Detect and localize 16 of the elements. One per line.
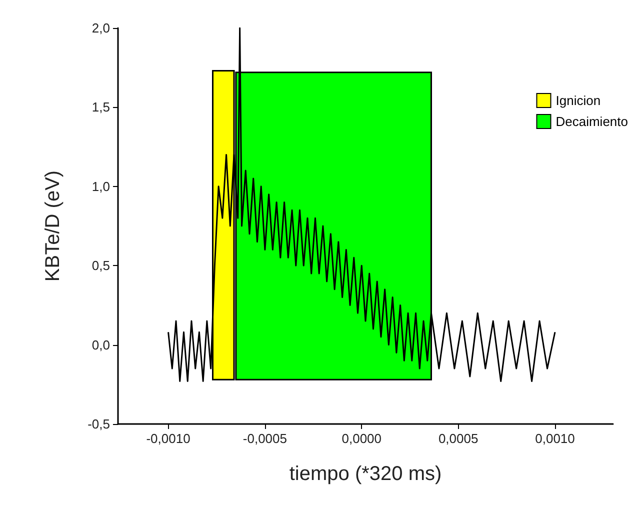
y-tick-label: -0,5 — [88, 416, 110, 432]
x-tick-label: 0,0010 — [535, 431, 575, 446]
legend-label: Decaimiento — [556, 114, 628, 129]
y-tick-label: 2,0 — [92, 20, 110, 36]
line-series — [168, 27, 556, 382]
x-tick-label: -0,0010 — [146, 431, 190, 446]
y-tick-label: 0,5 — [92, 258, 110, 274]
y-tick-label: 0,0 — [92, 337, 110, 352]
legend-label: Ignicion — [556, 93, 601, 108]
y-tick-label: 1,5 — [92, 100, 110, 115]
x-tick-label: 0,0000 — [342, 431, 382, 446]
x-tick-label: 0,0005 — [438, 431, 478, 446]
y-axis-title: KBTe/D (eV) — [42, 170, 64, 282]
y-tick-label: 1,0 — [92, 178, 110, 194]
x-tick-label: -0,0005 — [242, 431, 287, 446]
x-axis-title: tiempo (*320 ms) — [289, 463, 442, 485]
